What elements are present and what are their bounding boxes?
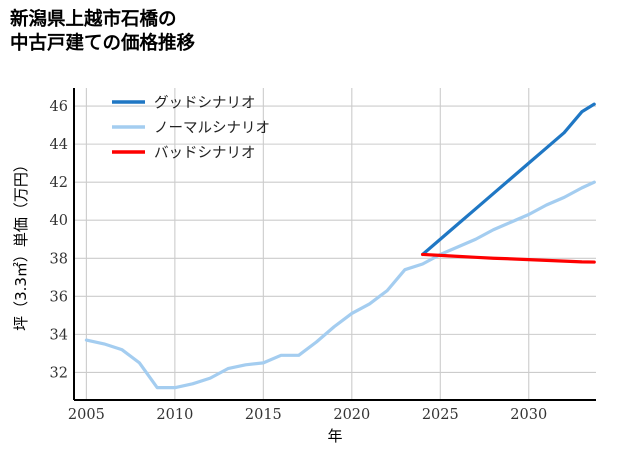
legend-label: バッドシナリオ (154, 146, 256, 162)
x-tick-label: 2015 (245, 407, 282, 423)
legend-label: グッドシナリオ (154, 95, 256, 112)
y-tick-label: 36 (50, 289, 68, 305)
y-tick-label: 40 (50, 213, 68, 229)
x-tick-label: 2010 (156, 407, 193, 423)
y-tick-label: 38 (50, 251, 68, 267)
x-tick-label: 2030 (510, 407, 547, 423)
chart-title: 新潟県上越市石橋の 中古戸建ての価格推移 (10, 9, 196, 55)
series-line (84, 180, 596, 390)
series-line (420, 102, 596, 257)
y-tick-label: 42 (50, 175, 68, 191)
x-tick-label: 2025 (422, 407, 459, 423)
x-axis-title: 年 (327, 427, 342, 445)
axis-spines (73, 88, 596, 401)
y-tick-label: 32 (50, 365, 68, 381)
plot-background (74, 88, 596, 400)
x-tick-label: 2020 (333, 407, 370, 423)
y-tick-label: 34 (50, 327, 68, 343)
y-tick-label: 44 (50, 137, 68, 153)
series-line (420, 252, 596, 264)
data-series-layer (84, 102, 596, 390)
y-tick-label: 46 (50, 99, 68, 115)
y-axis-title: 坪（3.3㎡）単価（万円） (12, 157, 30, 331)
legend-label: ノーマルシナリオ (154, 121, 270, 137)
y-axis-ticks: 32 34 36 38 40 42 44 46 (50, 99, 68, 381)
x-axis-ticks: 2005 2010 2015 2020 2025 2030 (68, 407, 547, 423)
gridlines (74, 88, 596, 400)
x-tick-label: 2005 (68, 407, 105, 423)
